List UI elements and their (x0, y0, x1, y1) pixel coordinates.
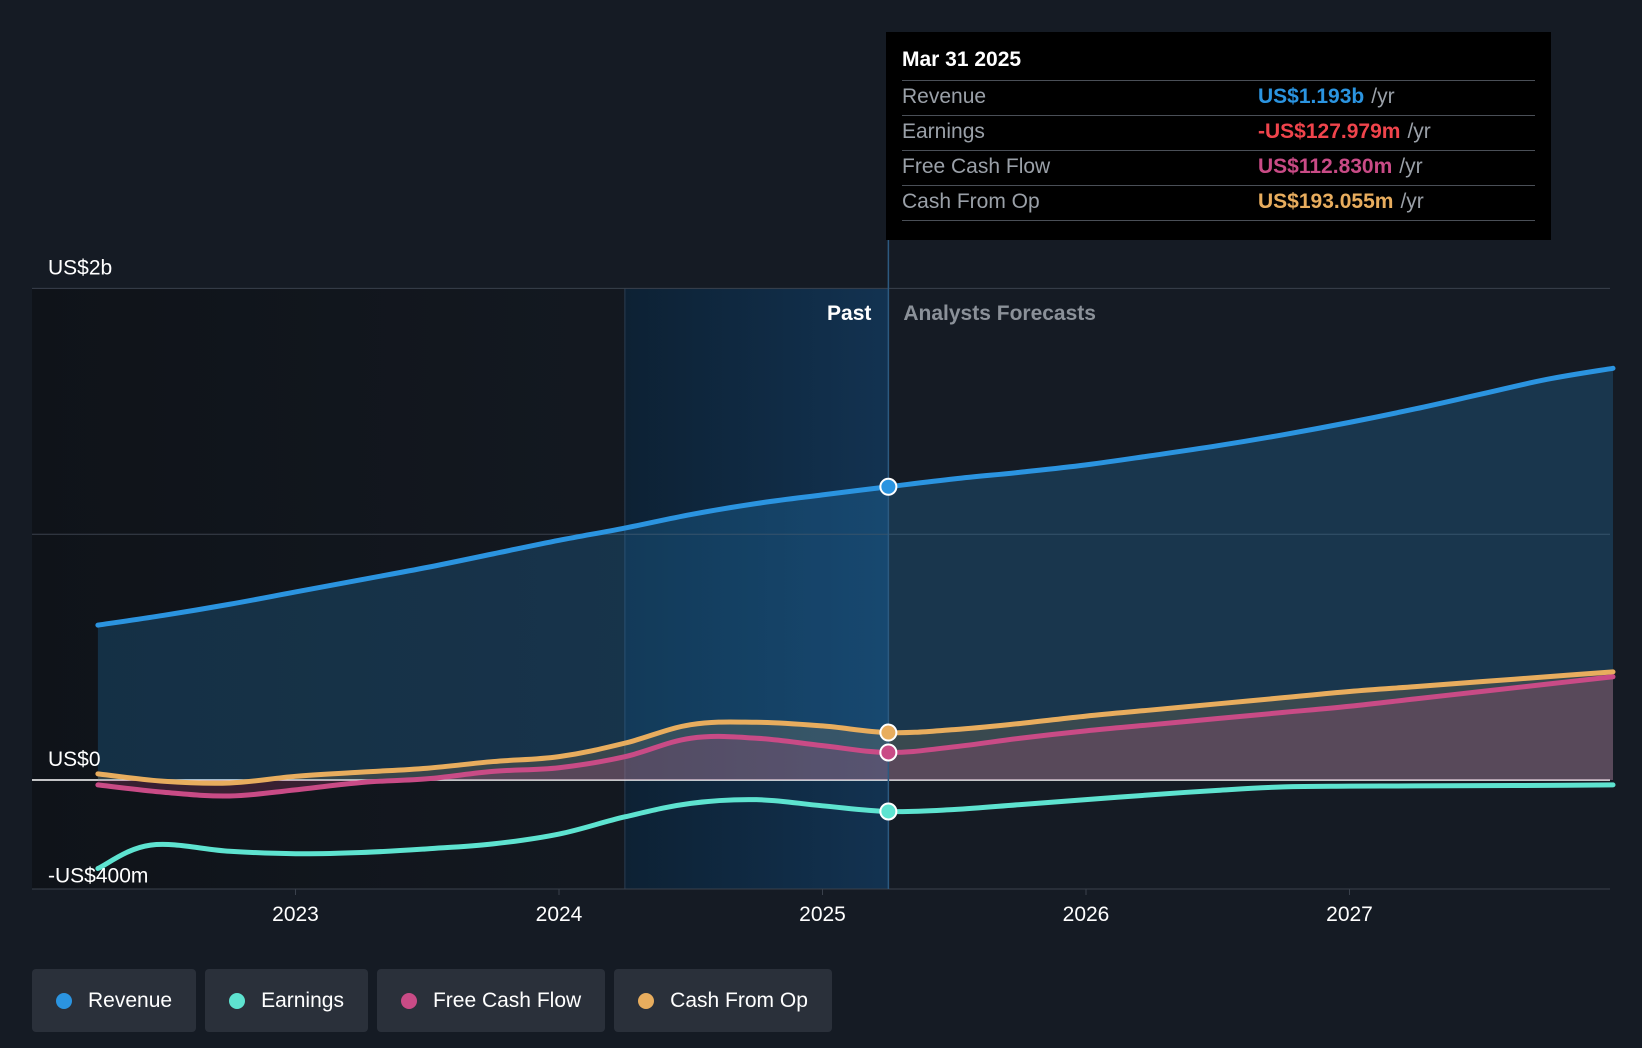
free-cash-flow-line (95, 674, 1616, 799)
revenue-dot-icon (56, 992, 72, 1009)
legend-label: Free Cash Flow (432, 988, 582, 1012)
x-tick-label: 2027 (1326, 903, 1373, 926)
revenue-marker (879, 477, 898, 496)
legend-label: Earnings (261, 988, 344, 1012)
earnings-dot-icon (229, 992, 246, 1009)
tooltip-row-free-cash-flow: Free Cash Flow US$112.830m /yr (902, 150, 1535, 185)
forecast-label: Analysts Forecasts (903, 302, 1096, 325)
past-label: Past (827, 302, 871, 325)
cash-from-op-dot-icon (638, 992, 655, 1009)
tooltip-label: Earnings (902, 120, 985, 143)
earnings-line (95, 782, 1616, 871)
revenue-line (95, 365, 1616, 628)
tooltip-value: -US$127.979m (1258, 120, 1401, 143)
series-lines (95, 240, 1616, 889)
tooltip-unit: /yr (1371, 85, 1395, 108)
legend-item-earnings[interactable]: Earnings (205, 969, 368, 1032)
tooltip-unit: /yr (1399, 155, 1423, 178)
tooltip-label: Revenue (902, 85, 987, 108)
legend-item-free-cash-flow[interactable]: Free Cash Flow (376, 969, 606, 1032)
free-cash-flow-area (97, 676, 1613, 797)
tooltip: Mar 31 2025 Revenue US$1.193b /yr Earnin… (886, 32, 1551, 240)
tooltip-label: Free Cash Flow (902, 155, 1051, 178)
tooltip-value: US$193.055m (1258, 190, 1394, 213)
free-cash-flow-dot-icon (400, 992, 417, 1009)
legend: Revenue Earnings Free Cash Flow Cash Fro… (32, 969, 832, 1032)
tooltip-row-earnings: Earnings -US$127.979m /yr (902, 115, 1535, 150)
background-layer (32, 288, 889, 889)
x-tick-label: 2024 (536, 903, 583, 926)
x-tick-label: 2023 (272, 903, 319, 926)
tooltip-row-cash-from-op: Cash From Op US$193.055m /yr (902, 185, 1535, 221)
y-tick-label: -US$400m (48, 864, 148, 887)
highlight-region (624, 288, 889, 889)
tooltip-unit: /yr (1407, 120, 1431, 143)
tooltip-row-revenue: Revenue US$1.193b /yr (902, 80, 1535, 115)
series-areas (97, 368, 1613, 797)
tooltip-value: US$1.193b (1258, 85, 1365, 108)
revenue-area (97, 368, 1613, 780)
x-tick-label: 2026 (1063, 903, 1110, 926)
series-markers (879, 477, 898, 821)
x-tick-label: 2025 (799, 903, 846, 926)
free-cash-flow-marker (879, 743, 898, 762)
y-tick-label: US$2b (48, 256, 112, 279)
legend-item-revenue[interactable]: Revenue (32, 969, 197, 1032)
cash-from-op-area (97, 671, 1613, 784)
cash-from-op-marker (879, 723, 898, 742)
axis-labels: US$2b US$0 -US$400m 2023 2024 2025 2026 2027 Pas… (48, 256, 1373, 926)
earnings-marker (879, 802, 898, 821)
cash-from-op-line (95, 669, 1616, 786)
tooltip-value: US$112.830m (1258, 155, 1393, 178)
y-tick-label: US$0 (48, 748, 101, 771)
legend-item-cash-from-op[interactable]: Cash From Op (614, 969, 832, 1032)
tooltip-label: Cash From Op (902, 190, 1040, 213)
tooltip-date: Mar 31 2025 (902, 48, 1022, 71)
tooltip-unit: /yr (1400, 190, 1424, 213)
legend-label: Revenue (88, 988, 173, 1012)
legend-label: Cash From Op (670, 988, 808, 1012)
gridlines (32, 287, 1610, 895)
